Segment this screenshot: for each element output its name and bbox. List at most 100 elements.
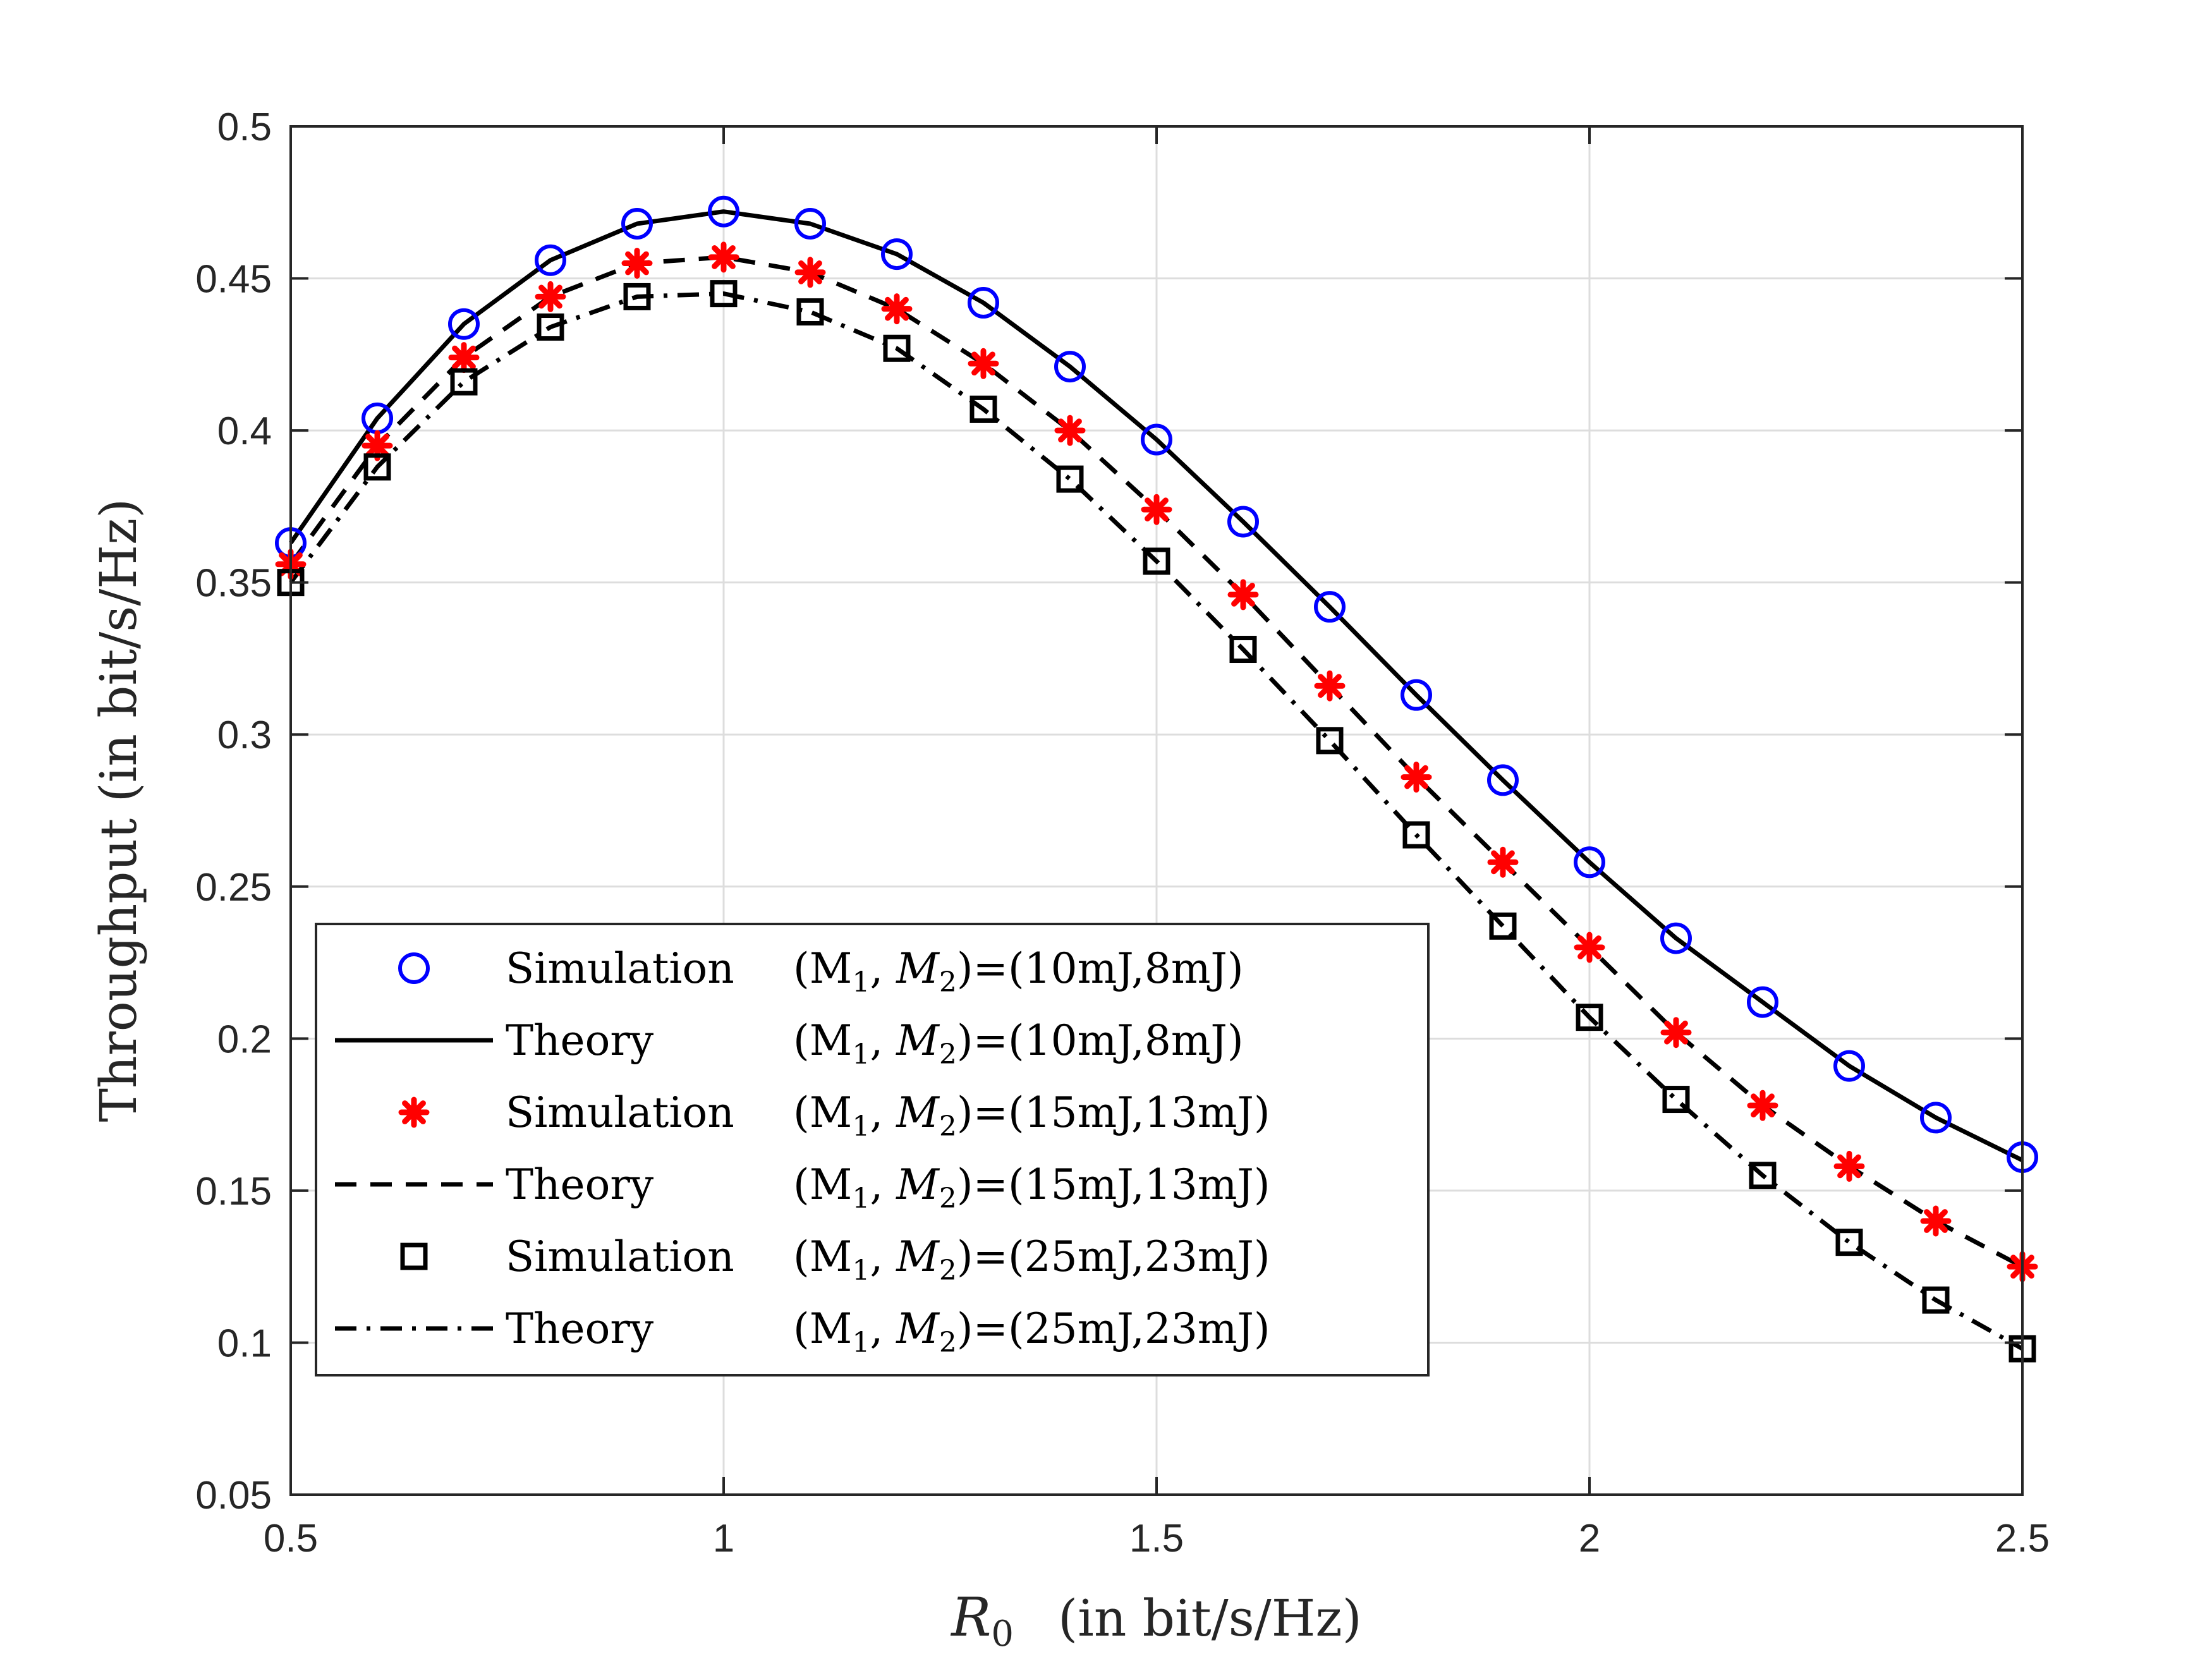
legend-params-prefix: (M (793, 1016, 852, 1065)
legend-params: (M1, M2)=(25mJ,23mJ) (793, 1304, 1270, 1359)
asterisk-stroke-3 (1924, 1209, 1948, 1233)
legend-params-prefix: (M (793, 944, 852, 993)
asterisk-stroke-3 (885, 296, 909, 321)
asterisk-stroke-3 (1404, 765, 1428, 789)
legend-subscript: 2 (939, 1327, 957, 1359)
data-point-circle (1314, 591, 1346, 623)
legend-separator: , (870, 1016, 896, 1065)
legend-subscript: 1 (852, 1255, 870, 1287)
legend: Simulation (M1, M2)=(10mJ,8mJ)Theory (M1, … (315, 923, 1430, 1376)
data-point-asterisk (1141, 494, 1172, 525)
legend-params-prefix: (M (793, 1304, 852, 1353)
legend-separator: , (870, 1088, 896, 1137)
data-point-asterisk (1574, 932, 1605, 963)
data-point-circle (1401, 679, 1432, 711)
asterisk-stroke-3 (1145, 497, 1169, 522)
legend-separator: , (870, 1232, 896, 1281)
legend-subscript: 1 (852, 1182, 870, 1215)
legend-subscript: 1 (852, 1038, 870, 1071)
data-point-square (450, 368, 478, 396)
series-markers-3 (275, 241, 2038, 1282)
asterisk-stroke-3 (712, 245, 736, 269)
legend-label: Simulation (506, 944, 734, 993)
legend-math-symbol: M (896, 1160, 940, 1209)
asterisk-stroke-3 (1231, 583, 1255, 607)
data-point-asterisk (535, 281, 566, 312)
x-tick-label: 2.5 (1995, 1517, 2050, 1560)
asterisk-stroke-3 (1577, 935, 1601, 959)
x-tick-label: 1.5 (1129, 1517, 1184, 1560)
data-point-circle (1054, 351, 1086, 383)
legend-subscript: 2 (939, 1255, 957, 1287)
data-point-asterisk (1401, 762, 1432, 793)
legend-subscript: 1 (852, 1110, 870, 1143)
data-point-asterisk (1920, 1205, 1952, 1237)
data-point-square (1229, 636, 1257, 664)
asterisk-stroke-3 (452, 345, 476, 370)
legend-subscript: 2 (939, 1038, 957, 1071)
legend-energies: )=(25mJ,23mJ) (957, 1304, 1270, 1353)
x-tick-label: 0.5 (264, 1517, 318, 1560)
y-tick-label: 0.25 (195, 866, 272, 909)
legend-box (315, 923, 1430, 1376)
asterisk-stroke-3 (971, 351, 995, 376)
legend-params-prefix: (M (793, 1088, 852, 1137)
data-point-circle (1141, 423, 1172, 456)
data-point-circle (535, 244, 566, 276)
y-tick-label: 0.05 (195, 1474, 272, 1517)
series-line-6 (289, 291, 2024, 1351)
legend-subscript: 1 (852, 966, 870, 999)
data-point-asterisk (1660, 1017, 1692, 1048)
x-axis-symbol: R (950, 1586, 991, 1648)
legend-subscript: 2 (939, 1110, 957, 1143)
y-axis-title: Throughput (in bit/s/Hz) (89, 499, 148, 1122)
data-point-square (623, 283, 651, 310)
data-point-square (1489, 912, 1517, 940)
legend-entry-6: Theory (M1, M2)=(25mJ,23mJ) (335, 1304, 1270, 1359)
legend-subscript: 1 (852, 1327, 870, 1359)
legend-energies: )=(10mJ,8mJ) (957, 1016, 1244, 1065)
legend-params: (M1, M2)=(25mJ,23mJ) (793, 1232, 1270, 1287)
asterisk-stroke-3 (798, 260, 822, 284)
y-tick-label: 0.4 (217, 410, 272, 453)
data-point-asterisk (1054, 415, 1086, 446)
legend-entry-1: Simulation (M1, M2)=(10mJ,8mJ) (398, 944, 1244, 999)
legend-params: (M1, M2)=(10mJ,8mJ) (793, 1016, 1244, 1071)
data-point-square (1143, 547, 1170, 575)
data-point-circle (794, 207, 826, 240)
axis-ticks: 0.5 1 1.5 2 2.5 0.05 0.1 0.15 0.2 0.25 0.3 0.35 0.4 0… (195, 106, 2050, 1560)
data-point-square (363, 453, 391, 481)
legend-entry-4: Theory (M1, M2)=(15mJ,13mJ) (335, 1160, 1270, 1215)
legend-marker-circle (398, 952, 430, 984)
data-point-asterisk (1833, 1150, 1865, 1182)
legend-params: (M1, M2)=(15mJ,13mJ) (793, 1160, 1270, 1215)
x-tick-label: 1 (713, 1517, 734, 1560)
data-point-circle (708, 195, 739, 228)
data-point-square (796, 298, 824, 325)
data-point-asterisk (794, 257, 826, 288)
data-series (275, 195, 2038, 1363)
data-point-asterisk (708, 241, 739, 273)
data-point-square (1576, 1004, 1603, 1031)
legend-entry-3: Simulation (M1, M2)=(15mJ,13mJ) (398, 1088, 1270, 1143)
data-point-square (883, 334, 911, 362)
legend-marker-asterisk (398, 1097, 430, 1128)
y-tick-label: 0.1 (217, 1322, 272, 1365)
data-point-circle (1487, 764, 1519, 796)
data-point-square (1056, 465, 1084, 493)
legend-separator: , (870, 1160, 896, 1209)
asterisk-stroke-3 (1058, 418, 1082, 443)
data-point-square (1316, 727, 1344, 755)
asterisk-stroke-3 (1664, 1020, 1688, 1045)
data-point-square (1402, 821, 1430, 849)
y-tick-label: 0.35 (195, 562, 272, 605)
legend-label: Theory (506, 1304, 654, 1353)
data-point-circle (968, 287, 999, 319)
data-point-circle (1920, 1102, 1952, 1134)
asterisk-stroke-3 (402, 1100, 426, 1124)
data-point-circle (1574, 846, 1605, 878)
data-point-circle (621, 207, 653, 240)
series-line-2 (289, 209, 2024, 1162)
x-tick-label: 2 (1579, 1517, 1600, 1560)
legend-params-prefix: (M (793, 1232, 852, 1281)
